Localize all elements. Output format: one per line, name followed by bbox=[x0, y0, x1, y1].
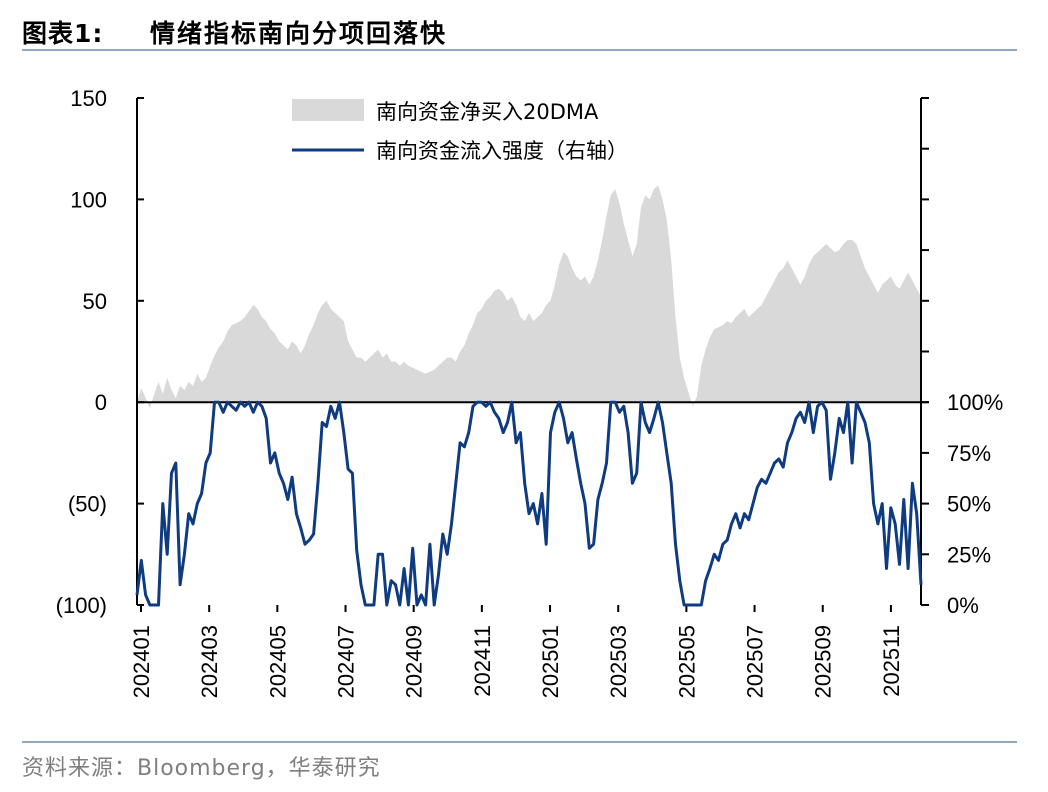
x-tick-label: 202403 bbox=[197, 625, 222, 698]
figure-label: 图表1: bbox=[22, 19, 104, 48]
x-tick-label: 202505 bbox=[674, 625, 699, 698]
legend-label-line: 南向资金流入强度（右轴） bbox=[376, 139, 628, 163]
legend: 南向资金净买入20DMA 南向资金流入强度（右轴） bbox=[292, 99, 628, 163]
x-tick-label: 202503 bbox=[606, 625, 631, 698]
footer-divider bbox=[22, 741, 1017, 743]
x-tick-label: 202401 bbox=[129, 625, 154, 698]
x-tick-label: 202405 bbox=[265, 625, 290, 698]
line-series-path bbox=[135, 400, 923, 607]
right-tick-label: 50% bbox=[947, 492, 991, 517]
area-series-layer bbox=[137, 185, 921, 409]
header-divider bbox=[22, 49, 1017, 51]
left-tick-label: 50 bbox=[83, 289, 107, 314]
left-tick-label: (50) bbox=[68, 492, 107, 517]
left-tick-label: 0 bbox=[95, 390, 107, 415]
legend-label-area: 南向资金净买入20DMA bbox=[376, 100, 599, 124]
line-series-layer bbox=[135, 400, 923, 607]
x-tick-label: 202501 bbox=[538, 625, 563, 698]
legend-swatch-area bbox=[292, 99, 364, 121]
right-tick-label: 100% bbox=[947, 390, 1003, 415]
x-tick-label: 202509 bbox=[811, 625, 836, 698]
right-tick-label: 75% bbox=[947, 441, 991, 466]
x-tick-label: 202411 bbox=[470, 625, 495, 697]
axes: 150 100 50 0 (50) (100) 100% 75% 50% 25% 0% 202401 2… bbox=[56, 86, 1004, 698]
area-series-path bbox=[137, 185, 921, 409]
x-tick-label: 202407 bbox=[334, 625, 359, 698]
right-tick-label: 25% bbox=[947, 542, 991, 567]
left-tick-label: (100) bbox=[56, 593, 107, 618]
x-tick-label: 202507 bbox=[743, 625, 768, 698]
left-tick-label: 150 bbox=[70, 86, 107, 111]
left-tick-label: 100 bbox=[70, 187, 107, 212]
chart-title: 情绪指标南向分项回落快 bbox=[150, 19, 448, 48]
x-tick-label: 202409 bbox=[402, 625, 427, 698]
source-note: 资料来源：Bloomberg，华泰研究 bbox=[22, 756, 381, 781]
right-tick-label: 0% bbox=[947, 593, 979, 618]
header: 图表1: 情绪指标南向分项回落快 bbox=[22, 8, 1022, 48]
x-tick-label: 202511 bbox=[879, 625, 904, 697]
